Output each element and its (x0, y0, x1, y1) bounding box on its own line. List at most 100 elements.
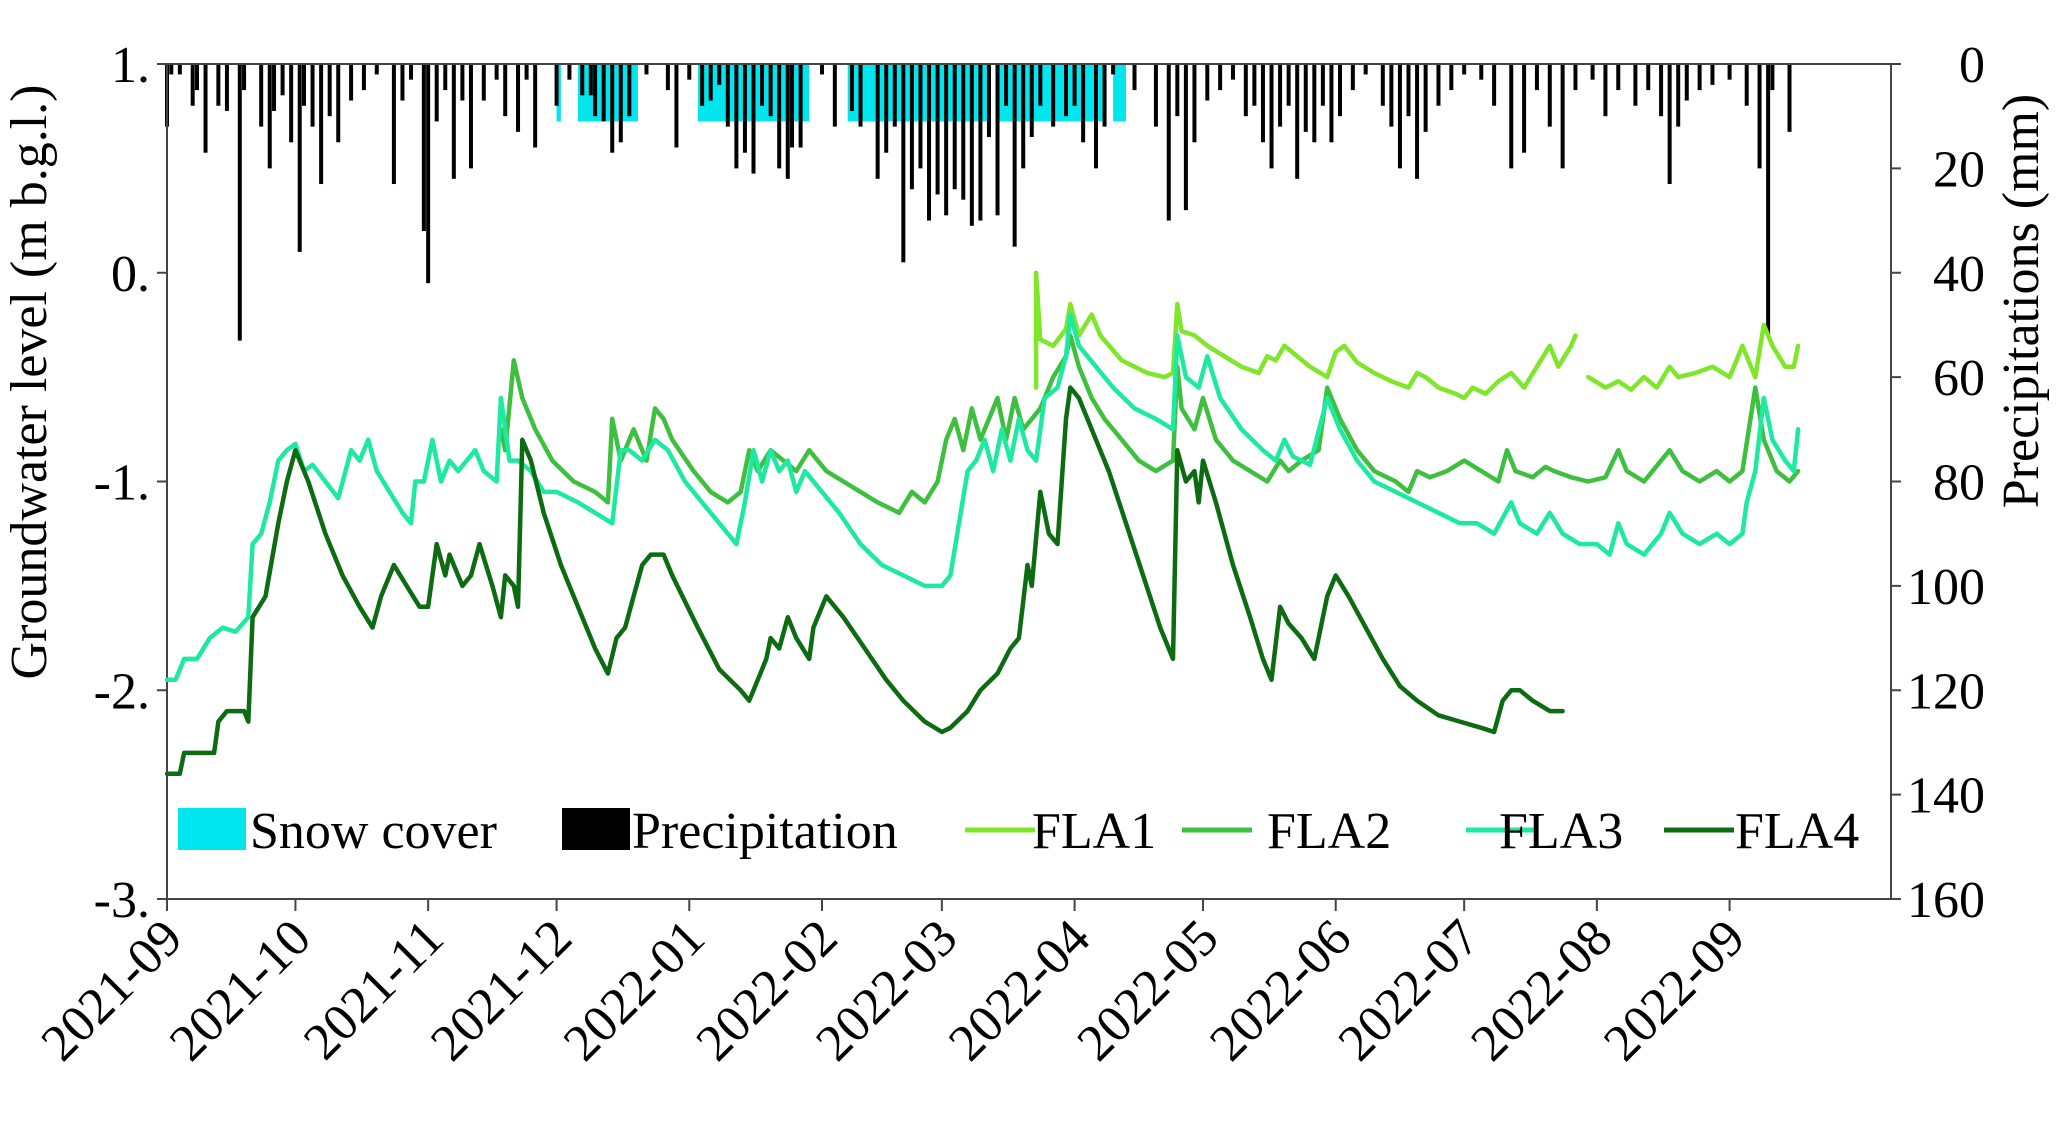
precipitation-bar (742, 64, 747, 153)
precipitation-bar (1436, 64, 1441, 106)
snow-cover-bar (556, 64, 561, 122)
precipitation-bar (516, 64, 521, 132)
precipitation-bar (725, 64, 730, 127)
precipitation-bar (1278, 64, 1283, 127)
precipitation-bar (717, 64, 722, 85)
legend-snow-cover-label: Snow cover (250, 803, 497, 860)
precipitation-bar (884, 64, 889, 153)
precipitation-bar (901, 64, 906, 263)
precipitation-bar (327, 64, 332, 117)
precipitation-bar (1012, 64, 1017, 247)
precipitation-bar (1269, 64, 1274, 169)
precipitation-bar (832, 64, 837, 127)
precipitation-bar (1757, 64, 1762, 169)
precipitation-bar (169, 64, 174, 75)
x-tick-label: 2022-04 (938, 909, 1101, 1072)
precipitation-bar (1038, 64, 1043, 106)
precipitation-bar (790, 64, 795, 148)
precipitation-bar (216, 64, 221, 106)
precipitation-bar (918, 64, 923, 169)
precipitation-bar (798, 64, 803, 148)
precipitation-bar (391, 64, 396, 185)
precipitation-bar (1230, 64, 1235, 80)
legend-precipitation-swatch (562, 808, 630, 850)
y-right-tick-label: 0 (1959, 37, 1985, 94)
precipitation-bar (892, 64, 897, 127)
precipitation-bar (267, 64, 272, 169)
precipitation-bar (1603, 64, 1608, 117)
legend-snow-cover-swatch (178, 808, 246, 850)
precipitation-bar (319, 64, 324, 185)
precipitation-bar (280, 64, 285, 96)
precipitation-bar (1166, 64, 1171, 221)
precipitation-bar (1667, 64, 1672, 185)
y-right-tick-label: 20 (1933, 141, 1985, 198)
series-fla1-line (1586, 322, 1801, 392)
precipitation-bar (909, 64, 914, 190)
precipitation-bar (610, 64, 615, 153)
precipitation-bar (259, 64, 264, 127)
precipitation-bar (1111, 64, 1116, 75)
precipitation-bar (503, 64, 508, 117)
precipitation-bar (1547, 64, 1552, 127)
precipitation-bar (1389, 64, 1394, 127)
precipitation-bar (1727, 64, 1732, 80)
precipitation-bar (944, 64, 949, 216)
precipitation-bar (554, 64, 559, 106)
x-tick-label: 2022-05 (1067, 909, 1230, 1072)
precipitation-bar (1616, 64, 1621, 91)
y-right-tick-label: 120 (1907, 663, 1985, 720)
x-tick-label: 2022-06 (1199, 909, 1362, 1072)
precipitation-bar (1303, 64, 1308, 132)
y-left-tick-label: 0. (111, 246, 150, 303)
precipitation-bar (593, 64, 598, 117)
precipitation-bar (481, 64, 486, 101)
precipitation-bar (1081, 64, 1086, 143)
precipitation-bar (272, 64, 277, 111)
y-left-tick-label: -2. (94, 663, 150, 720)
precipitation-bar (700, 64, 705, 106)
precipitation-bar (1252, 64, 1257, 106)
precipitation-bar (1590, 64, 1595, 80)
precipitation-bar (1175, 64, 1180, 117)
precipitation-bar (1192, 64, 1197, 143)
precipitation-bar (1029, 64, 1034, 138)
precipitation-bar (451, 64, 456, 179)
precipitation-bar (1646, 64, 1651, 91)
precipitation-bar (1633, 64, 1638, 106)
precipitation-bar (952, 64, 957, 190)
y-left-tick-label: 1. (111, 37, 150, 94)
groundwater-series (164, 270, 1801, 777)
y-left-tick-label: -1. (94, 455, 150, 512)
series-fla4-line (164, 385, 1565, 777)
x-tick-label: 2021-11 (293, 909, 454, 1070)
precipitation-bar (1093, 64, 1098, 169)
x-tick-label: 2021-09 (31, 909, 194, 1072)
precipitation-bar (1766, 64, 1771, 336)
precipitation-bar (409, 64, 414, 80)
precipitation-bar (978, 64, 983, 221)
precipitation-bar (768, 64, 773, 117)
precipitation-bar (995, 64, 1000, 216)
precipitation-bar (524, 64, 529, 80)
precipitation-bar (1295, 64, 1300, 179)
precipitation-bar (1338, 64, 1343, 117)
precipitation-bar (1350, 64, 1355, 91)
precipitation-bar (1744, 64, 1749, 106)
precipitation-bar (875, 64, 880, 179)
y-right-tick-label: 160 (1907, 872, 1985, 929)
precipitation-bar (494, 64, 499, 80)
precipitation-bar (177, 64, 182, 75)
precipitation-bar (580, 64, 585, 96)
x-tick-label: 2021-12 (420, 909, 583, 1072)
precipitation-bar (1462, 64, 1467, 75)
precipitation-bar (1534, 64, 1539, 91)
precipitation-bar (1684, 64, 1689, 101)
x-tick-label: 2021-10 (159, 909, 322, 1072)
precipitation-bar (1423, 64, 1428, 132)
precipitation-bar (1243, 64, 1248, 117)
legend-fla1-label: FLA1 (1032, 803, 1156, 860)
y-right-tick-label: 100 (1907, 559, 1985, 616)
snow-cover-bar (1113, 64, 1126, 122)
